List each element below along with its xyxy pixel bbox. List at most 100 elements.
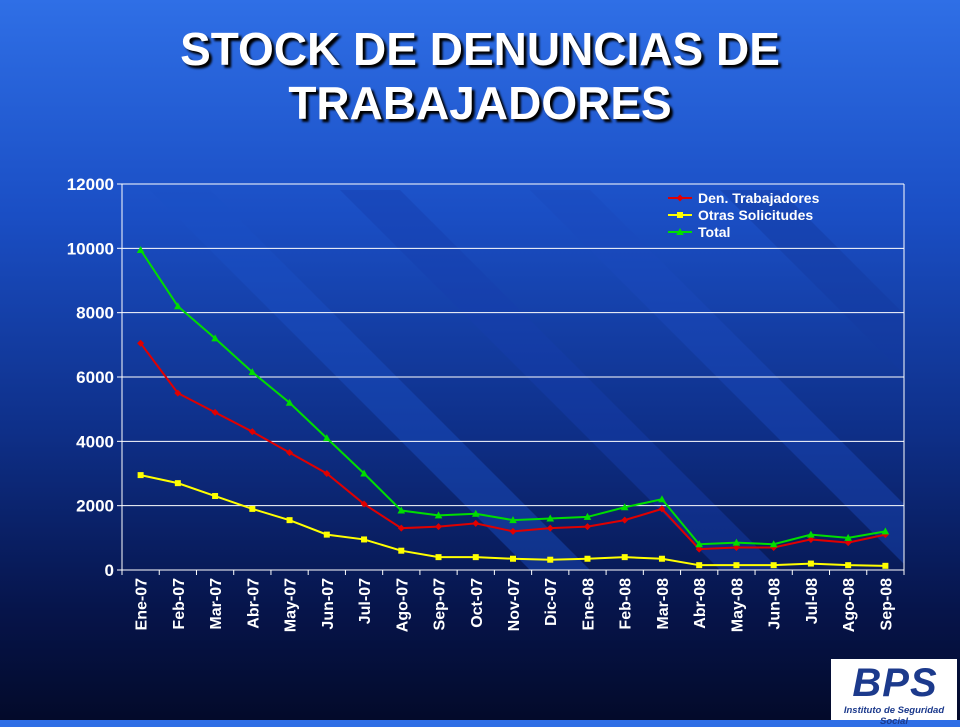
x-tick-label: May-07	[283, 578, 300, 632]
data-point	[696, 562, 703, 569]
data-point	[583, 512, 592, 520]
data-point	[434, 511, 443, 519]
data-point	[472, 554, 479, 561]
data-point	[583, 523, 591, 531]
x-tick-label: Sep-07	[432, 578, 449, 631]
series-otras-solicitudes	[137, 472, 889, 569]
x-tick-label: Dic-07	[543, 578, 560, 626]
y-tick-label: 0	[105, 561, 114, 580]
data-point	[211, 334, 219, 342]
data-point	[137, 472, 144, 479]
title-line-2: TRABAJADORES	[288, 77, 672, 129]
x-tick-label: Ago-08	[841, 578, 858, 632]
y-tick-label: 10000	[67, 239, 114, 258]
data-point	[323, 470, 331, 477]
axes: 0 2000 4000 6000 8000 10000 12000 Ene-07 Feb-07 M…	[67, 175, 905, 632]
data-point	[807, 560, 814, 567]
data-point	[323, 434, 331, 442]
data-point	[732, 538, 741, 546]
logo-mark: BPS	[852, 661, 938, 705]
data-point	[584, 555, 591, 562]
data-point	[248, 428, 256, 436]
data-point	[546, 524, 554, 532]
data-point	[136, 245, 145, 253]
data-point	[323, 531, 330, 538]
y-tick-label: 6000	[76, 368, 114, 387]
y-tick-label: 8000	[76, 304, 114, 323]
y-tick-label: 2000	[76, 497, 114, 516]
data-point	[695, 545, 703, 553]
data-point	[360, 500, 368, 508]
series-lines	[136, 245, 890, 569]
data-point	[286, 449, 294, 457]
data-point	[509, 516, 517, 524]
data-point	[361, 536, 368, 543]
data-point	[881, 527, 890, 535]
data-point	[286, 517, 293, 524]
x-tick-label: Nov-07	[506, 578, 523, 631]
x-tick-label: May-08	[729, 578, 746, 632]
x-tick-label: Mar-08	[655, 578, 672, 630]
data-point	[621, 516, 629, 524]
data-point	[769, 540, 778, 548]
x-tick-label: Jun-08	[767, 578, 784, 630]
page-title: STOCK DE DENUNCIAS DE TRABAJADORES	[0, 22, 960, 130]
data-point	[621, 554, 628, 561]
legend-item: Otras Solicitudes	[668, 207, 813, 223]
logo-subtitle: Instituto de Seguridad Social	[843, 705, 945, 727]
x-tick-label: Abr-07	[245, 578, 262, 629]
plot-background	[150, 190, 904, 570]
data-point	[658, 555, 665, 562]
bps-logo: BPS Instituto de Seguridad Social	[831, 659, 957, 727]
data-point	[360, 469, 368, 477]
data-point	[174, 389, 182, 397]
plot-stripe	[150, 190, 590, 570]
data-point	[174, 480, 181, 487]
data-point	[398, 547, 405, 554]
data-point	[733, 562, 740, 569]
legend-label: Den. Trabajadores	[698, 190, 820, 206]
data-point	[658, 495, 666, 503]
x-tick-label: Mar-07	[208, 578, 225, 630]
data-point	[546, 514, 555, 522]
data-point	[676, 194, 684, 202]
data-point	[397, 506, 406, 514]
plot-stripes	[150, 190, 904, 570]
x-tick-label: Jun-07	[320, 578, 337, 630]
legend-item: Den. Trabajadores	[668, 190, 820, 206]
x-tick-label: Ene-07	[134, 578, 151, 631]
legend-label: Otras Solicitudes	[698, 207, 813, 223]
data-point	[211, 408, 219, 416]
data-point	[732, 543, 740, 551]
data-point	[677, 212, 683, 218]
series-total	[136, 245, 890, 548]
data-point	[770, 562, 777, 569]
plot-stripe	[720, 190, 904, 374]
x-tick-label: Sep-08	[878, 578, 895, 631]
data-point	[844, 533, 852, 541]
x-tick-label: Ago-07	[394, 578, 411, 632]
data-point	[212, 493, 219, 500]
data-point	[844, 539, 852, 547]
x-tick-label: Jul-07	[357, 578, 374, 624]
x-tick-label: Feb-07	[171, 578, 188, 630]
data-point	[249, 505, 256, 512]
y-tick-label: 12000	[67, 175, 114, 194]
data-point	[435, 554, 442, 561]
y-tick-label: 4000	[76, 432, 114, 451]
legend-label: Total	[698, 224, 730, 240]
x-tick-label: Ene-08	[580, 578, 597, 631]
data-point	[510, 555, 516, 562]
title-line-1: STOCK DE DENUNCIAS DE	[180, 23, 780, 75]
data-point	[807, 535, 815, 543]
data-point	[471, 509, 480, 517]
data-point	[435, 523, 443, 531]
x-tick-label: Feb-08	[618, 578, 635, 630]
data-point	[174, 302, 182, 310]
data-point	[695, 540, 703, 548]
data-point	[137, 339, 145, 347]
data-point	[882, 562, 889, 569]
x-tick-label: Abr-08	[692, 578, 709, 629]
